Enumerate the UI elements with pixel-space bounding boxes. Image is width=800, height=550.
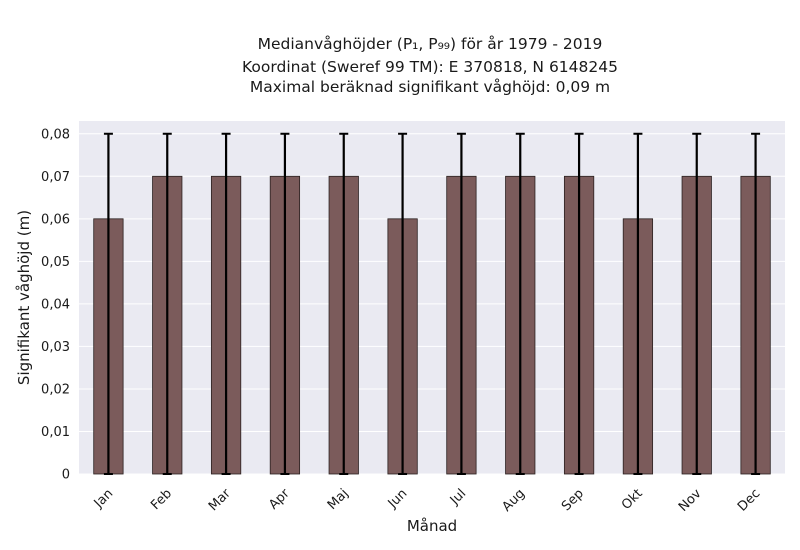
- y-tick-labels: 0 0,01 0,02 0,03 0,04 0,05 0,06 0,07 0,08: [41, 127, 70, 482]
- error-bar-dec: [751, 132, 761, 475]
- x-tick-label-apr: Apr: [266, 486, 293, 513]
- y-tick-label: 0,02: [41, 382, 70, 397]
- y-tick-label: 0,05: [41, 255, 70, 270]
- y-tick-label: 0,08: [41, 127, 70, 142]
- x-tick-label-mar: Mar: [206, 486, 234, 514]
- chart-title-line-3: Maximal beräknad signifikant våghöjd: 0,…: [249, 78, 611, 96]
- y-tick-label: 0,07: [41, 170, 70, 185]
- x-tick-label-jul: Jul: [447, 486, 469, 508]
- error-bar-sep: [574, 132, 584, 475]
- error-bar-aug: [515, 132, 525, 475]
- y-tick-label: 0,06: [41, 212, 70, 227]
- y-tick-label: 0,01: [41, 425, 70, 440]
- y-axis-label: Signifikant våghöjd (m): [15, 210, 33, 385]
- y-tick-label: 0: [62, 468, 70, 483]
- x-tick-label-aug: Aug: [500, 486, 529, 515]
- error-bar-nov: [692, 132, 702, 475]
- error-bar-mar: [221, 132, 231, 475]
- error-bar-jan: [103, 132, 113, 475]
- x-axis-label: Månad: [407, 517, 457, 535]
- x-tick-label-okt: Okt: [619, 486, 646, 513]
- x-tick-label-maj: Maj: [325, 486, 352, 513]
- x-tick-label-feb: Feb: [148, 486, 175, 513]
- y-tick-label: 0,03: [41, 340, 70, 355]
- error-bar-apr: [280, 132, 290, 475]
- error-bar-jun: [398, 132, 408, 475]
- chart-title-line-1: Medianvåghöjder (P₁, P₉₉) för år 1979 - …: [257, 35, 603, 53]
- x-tick-labels: Jan Feb Mar Apr Maj Jun Jul Aug Sep Okt Nov Dec: [91, 486, 764, 515]
- x-tick-label-sep: Sep: [559, 486, 587, 514]
- error-bars: [103, 132, 761, 475]
- grid-lines: [79, 133, 785, 475]
- error-bar-jul: [456, 132, 466, 475]
- y-tick-label: 0,04: [41, 297, 70, 312]
- plot-area: [79, 121, 785, 474]
- x-tick-label-nov: Nov: [676, 486, 705, 515]
- error-bar-okt: [633, 132, 643, 475]
- chart-title-line-2: Koordinat (Sweref 99 TM): E 370818, N 61…: [242, 58, 618, 76]
- error-bar-feb: [162, 132, 172, 475]
- x-tick-label-jan: Jan: [91, 486, 116, 511]
- x-tick-label-jun: Jun: [385, 486, 411, 512]
- error-bar-maj: [339, 132, 349, 475]
- x-tick-label-dec: Dec: [735, 486, 763, 514]
